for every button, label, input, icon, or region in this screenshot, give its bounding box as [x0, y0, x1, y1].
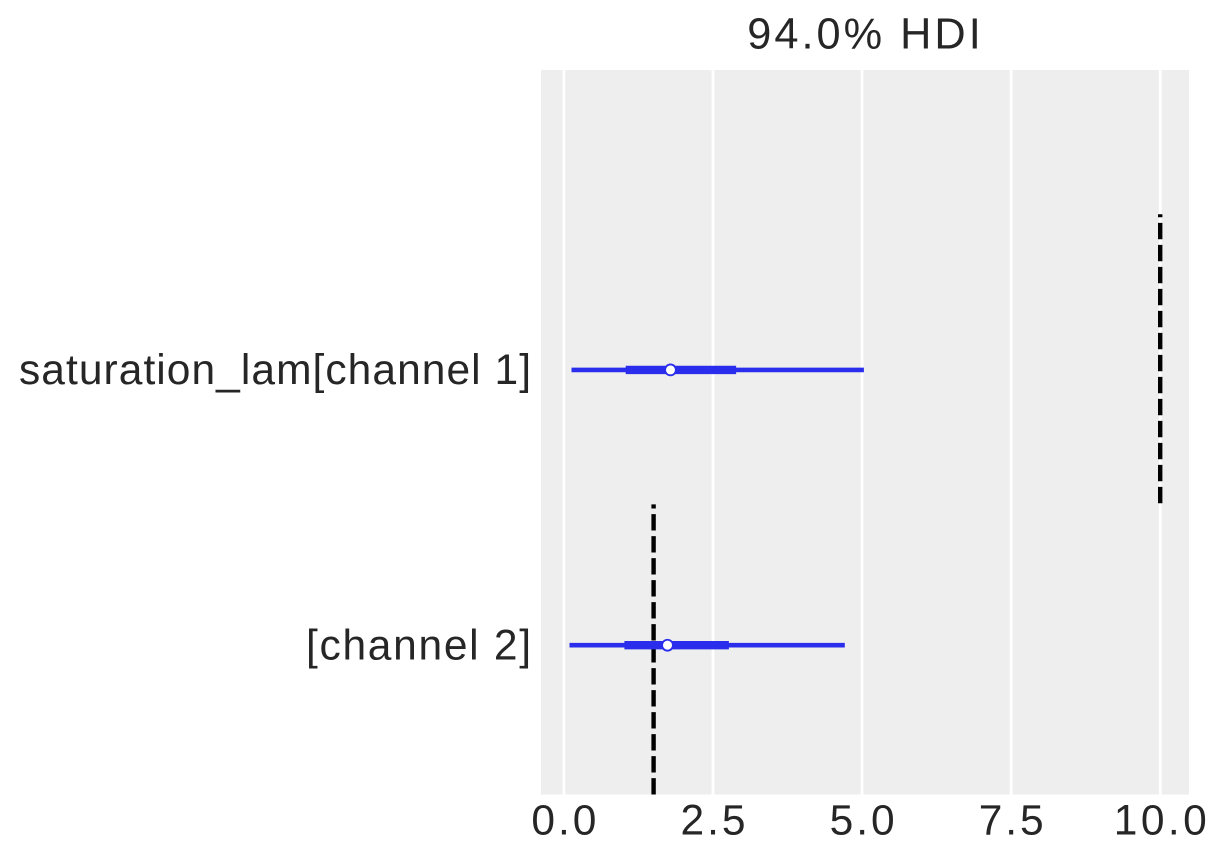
svg-text:10.0: 10.0: [1114, 798, 1207, 845]
svg-text:7.5: 7.5: [979, 798, 1044, 845]
svg-text:5.0: 5.0: [830, 798, 895, 845]
svg-text:2.5: 2.5: [681, 798, 746, 845]
svg-text:0.0: 0.0: [531, 798, 596, 845]
svg-text:94.0% HDI: 94.0% HDI: [747, 11, 981, 59]
svg-text:[channel 2]: [channel 2]: [306, 623, 531, 670]
svg-text:saturation_lam[channel 1]: saturation_lam[channel 1]: [19, 347, 531, 394]
